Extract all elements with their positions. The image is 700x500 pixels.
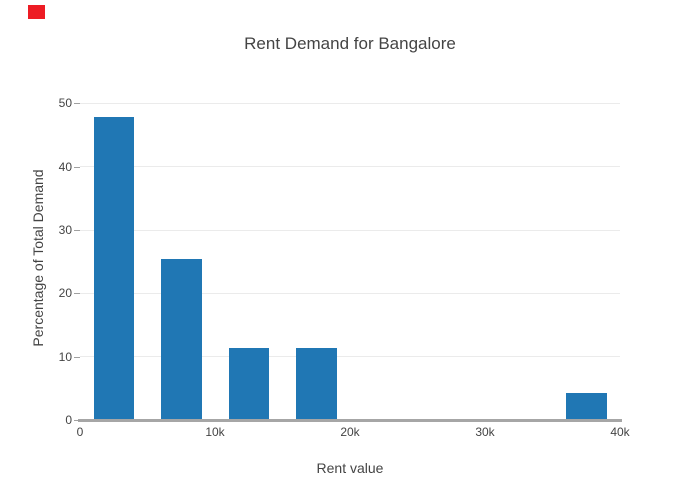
y-axis-title: Percentage of Total Demand [30, 169, 46, 347]
y-tick-label: 0 [65, 413, 72, 427]
bar-0-5k [93, 116, 134, 420]
y-tick-label: 50 [58, 96, 72, 111]
y-tick-mark [74, 356, 80, 358]
x-tick-label: 40k [610, 425, 630, 439]
y-tick-label: 20 [58, 286, 72, 301]
y-tick-mark [74, 420, 80, 421]
bar-10k-15k [228, 348, 269, 420]
red-marker [28, 5, 45, 19]
bar-5k-10k [161, 259, 202, 420]
y-gridline [80, 166, 620, 168]
bar-35k-40k [566, 393, 607, 420]
x-tick-label: 10k [205, 425, 225, 439]
y-tick-label: 30 [58, 223, 72, 238]
plot-area [80, 95, 620, 420]
x-axis-line [78, 419, 622, 422]
y-gridline [80, 102, 620, 104]
chart-title: Rent Demand for Bangalore [244, 34, 456, 53]
x-axis-title: Rent value [316, 460, 384, 476]
x-tick-label: 30k [475, 425, 495, 439]
y-tick-mark [74, 230, 80, 232]
y-gridline [80, 356, 620, 358]
y-tick-mark [74, 103, 80, 105]
y-gridline [80, 292, 620, 294]
x-tick-label: 20k [340, 425, 360, 439]
y-tick-mark [74, 166, 80, 168]
y-gridline [80, 229, 620, 231]
y-tick-mark [74, 293, 80, 295]
bar-15k-20k [296, 348, 337, 420]
x-tick-label: 0 [76, 425, 84, 439]
y-tick-label: 40 [58, 159, 72, 174]
y-tick-label: 10 [58, 349, 72, 364]
